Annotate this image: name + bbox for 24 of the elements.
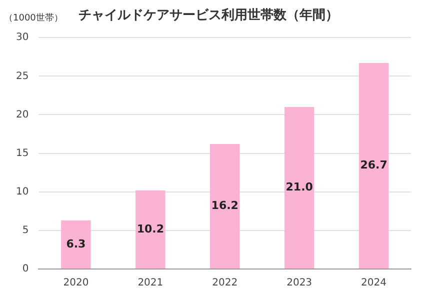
bar (210, 144, 240, 268)
x-tick-label: 2020 (63, 278, 89, 289)
chart-title: チャイルドケアサービス利用世帯数（年間） (78, 7, 338, 24)
bar (284, 107, 314, 268)
y-axis-title: （1000世帯） (4, 12, 63, 24)
y-tick-label: 25 (16, 70, 29, 82)
y-tick-label: 20 (16, 109, 29, 120)
y-tick-label: 10 (16, 186, 29, 198)
data-label: 6.3 (66, 237, 86, 250)
data-label: 21.0 (286, 180, 314, 194)
data-label: 16.2 (211, 199, 238, 212)
y-tick-label: 5 (22, 225, 29, 236)
bar (358, 63, 389, 268)
y-tick-label: 30 (16, 32, 29, 44)
bar (136, 190, 166, 268)
bar (61, 220, 91, 268)
y-tick-label: 15 (16, 148, 29, 159)
data-label: 10.2 (136, 222, 164, 236)
x-tick-label: 2023 (286, 278, 312, 289)
x-tick-label: 2021 (138, 278, 164, 289)
x-tick-label: 2024 (361, 278, 386, 289)
x-tick-label: 2022 (212, 278, 238, 289)
y-tick-label: 0 (22, 264, 29, 275)
data-label: 26.7 (360, 158, 388, 172)
